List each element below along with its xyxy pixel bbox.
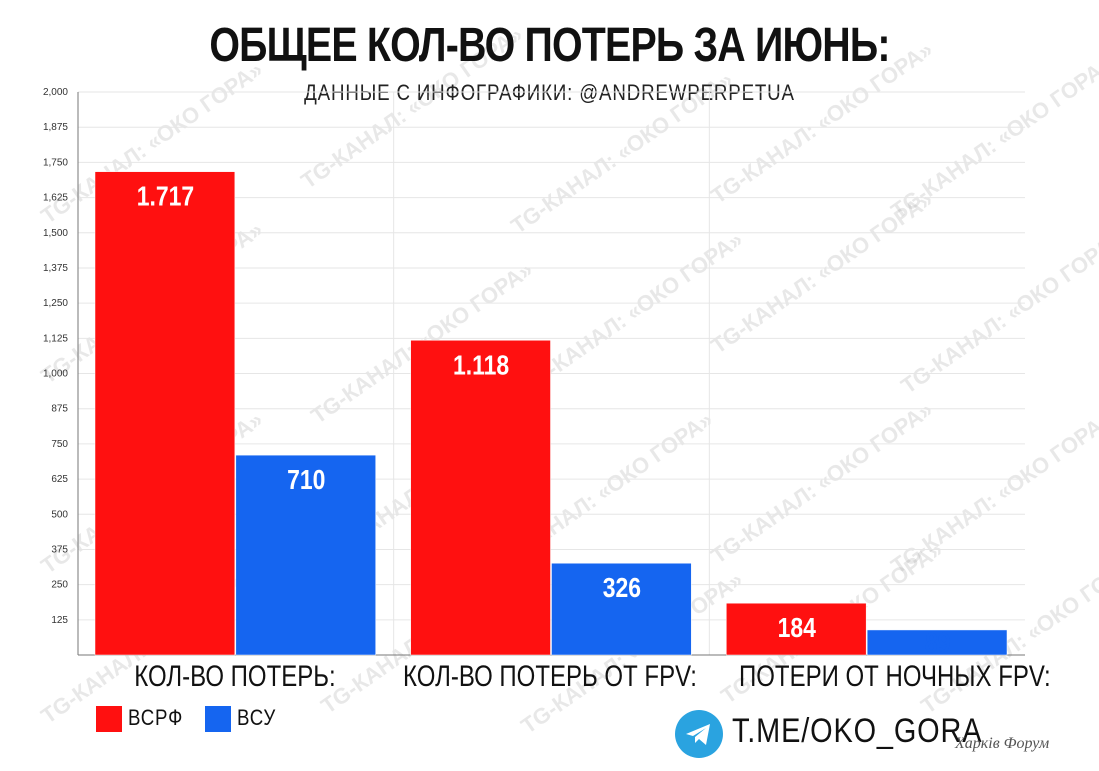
y-tick-label: 1,250 [43,298,68,309]
data-label: 89 [925,628,951,659]
y-tick-label: 625 [51,474,68,485]
data-label: 1.118 [453,350,509,381]
bar-vsrf [726,602,867,656]
y-tick-label: 250 [51,580,68,591]
y-tick-label: 1,625 [43,193,68,204]
y-tick-label: 1,750 [43,157,68,168]
bar-vsu [235,454,376,656]
y-tick-label: 875 [51,404,68,415]
y-tick-label: 1,375 [43,263,68,274]
data-label: 1.717 [137,182,194,213]
y-tick-label: 1,500 [43,228,68,239]
legend-label-vsu: ВСУ [237,705,277,730]
y-tick-label: 500 [51,509,68,520]
category-label-total: КОЛ-ВО ПОТЕРЬ: [134,660,336,693]
bar-vsu [866,629,1008,656]
y-tick-label: 375 [51,544,68,555]
chart-title: ОБЩЕЕ КОЛ-ВО ПОТЕРЬ ЗА ИЮНЬ: [209,19,890,72]
bar-vsu [551,562,692,656]
telegram-link[interactable]: T.ME/OKO_GORA [732,712,983,750]
y-tick-label: 125 [51,615,68,626]
legend-label-vsrf: ВСРФ [128,705,184,730]
bar-vsrf [94,171,236,656]
legend-swatch-vsu [205,706,231,732]
category-label-night-fpv: ПОТЕРИ ОТ НОЧНЫХ FPV: [739,660,1051,693]
y-tick-label: 2,000 [43,87,68,98]
forum-watermark: Харків Форум [955,735,1050,752]
y-tick-label: 750 [51,439,68,450]
category-label-fpv: КОЛ-ВО ПОТЕРЬ ОТ FPV: [403,660,697,693]
y-tick-label: 1,000 [43,369,68,380]
legend-swatch-vsrf [96,706,122,732]
y-tick-label: 1,875 [43,122,68,133]
data-label: 184 [778,613,817,644]
telegram-icon [675,710,723,758]
data-label: 710 [287,465,325,496]
data-label: 326 [603,573,641,604]
y-tick-label: 1,125 [43,333,68,344]
bar-vsrf [410,340,551,656]
